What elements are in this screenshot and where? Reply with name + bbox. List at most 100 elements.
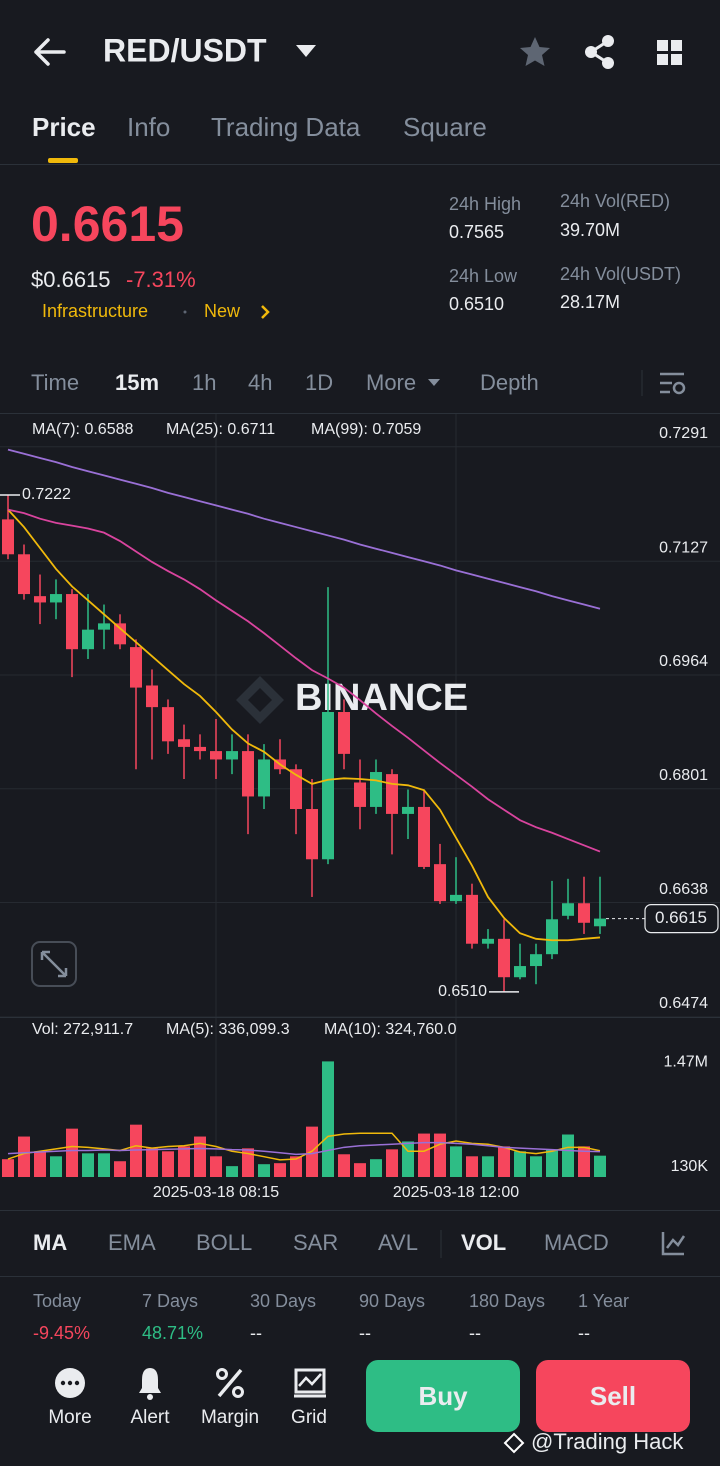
chevron — [261, 305, 270, 319]
period-label: 1 Year — [578, 1291, 629, 1311]
candle-body — [66, 594, 78, 650]
candle-body — [338, 712, 350, 754]
period-value: 48.71% — [142, 1323, 203, 1343]
period-label: 30 Days — [250, 1291, 316, 1311]
y-tick-label: 0.6474 — [659, 995, 708, 1012]
tab[interactable]: Price — [32, 112, 96, 142]
margin-button[interactable]: Margin — [201, 1368, 259, 1429]
volume-bar — [450, 1146, 462, 1177]
tab[interactable]: Square — [403, 112, 487, 142]
volume-bar — [274, 1163, 286, 1177]
candle-body — [530, 954, 542, 967]
layout-button[interactable] — [657, 40, 682, 65]
volume-bar — [258, 1164, 270, 1177]
volume-bar — [18, 1136, 30, 1177]
fullscreen-button[interactable] — [31, 941, 77, 987]
period-value: -- — [578, 1323, 590, 1343]
candle-body — [306, 809, 318, 860]
volume-bar — [562, 1134, 574, 1177]
last-price: 0.6615 — [31, 196, 184, 252]
volume-bar — [178, 1146, 190, 1177]
indicator[interactable]: VOL — [461, 1230, 506, 1255]
period-label: Today — [33, 1291, 81, 1311]
indicator[interactable]: EMA — [108, 1230, 156, 1255]
candle-body — [258, 759, 270, 797]
candle-body — [130, 647, 142, 688]
chart-watermark: BINANCE — [295, 677, 468, 719]
candle-body — [210, 751, 222, 760]
volume-bar — [338, 1154, 350, 1177]
volume-bar — [146, 1148, 158, 1177]
candle-body — [162, 707, 174, 742]
candle-body — [482, 938, 494, 944]
tab[interactable]: Info — [127, 112, 170, 142]
indicator[interactable]: MA — [33, 1230, 67, 1255]
indicator[interactable]: AVL — [378, 1230, 418, 1255]
buy-label: Buy — [418, 1381, 468, 1411]
indicator[interactable]: BOLL — [196, 1230, 252, 1255]
tag[interactable]: Infrastructure — [42, 301, 148, 321]
timeframe[interactable]: Depth — [480, 370, 539, 395]
dot — [183, 310, 187, 314]
timeframe[interactable]: 15m — [115, 370, 159, 395]
candlestick-chart: 0.7291 0.7127 0.6964 0.6801 0.6638 0.6474 2025… — [0, 414, 720, 1201]
indicator[interactable]: MACD — [544, 1230, 609, 1255]
volume-bar — [82, 1153, 94, 1177]
favorite-star[interactable] — [520, 37, 550, 66]
candle-body — [34, 596, 46, 603]
indicator[interactable]: SAR — [293, 1230, 338, 1255]
buy-button[interactable]: Buy — [366, 1360, 520, 1432]
candle-body — [50, 594, 62, 603]
volume-bar — [98, 1153, 110, 1177]
grid-button[interactable]: Grid — [291, 1368, 327, 1428]
candle-body — [322, 712, 334, 860]
candle-body — [194, 746, 206, 752]
period-label: 180 Days — [469, 1291, 545, 1311]
stat-label: 24h Vol(USDT) — [560, 264, 681, 284]
alert-button[interactable]: Alert — [130, 1368, 170, 1428]
price-change: -7.31% — [126, 267, 196, 292]
more-button[interactable]: More — [48, 1368, 92, 1428]
period-label: 90 Days — [359, 1291, 425, 1311]
last-price-tag — [644, 903, 719, 934]
timeframe[interactable]: 4h — [248, 370, 272, 395]
chart-settings[interactable] — [660, 372, 686, 395]
volume-bar — [578, 1146, 590, 1177]
period-value: -9.45% — [33, 1323, 90, 1343]
y-tick-label: 0.7291 — [659, 425, 708, 442]
timeframe[interactable]: 1D — [305, 370, 333, 395]
candle-body — [354, 782, 366, 807]
volume-bar — [290, 1156, 302, 1177]
tag[interactable]: New — [204, 301, 241, 321]
candle-body — [386, 774, 398, 814]
volume-bar — [514, 1151, 526, 1177]
volume-tick-label: 1.47M — [664, 1053, 708, 1070]
volume-bar — [2, 1159, 14, 1177]
pair-dropdown[interactable] — [296, 45, 316, 57]
stat-label: 24h High — [449, 194, 521, 214]
indicator-settings[interactable] — [661, 1232, 686, 1256]
timeframe[interactable]: 1h — [192, 370, 216, 395]
volume-ma-line — [7, 1141, 601, 1156]
y-tick-label: 0.6964 — [659, 653, 708, 670]
volume-ma-legend: MA(5): 336,099.3 — [166, 1021, 290, 1038]
stat-label: 24h Low — [449, 266, 518, 286]
back-button[interactable] — [34, 38, 66, 66]
volume-bar — [322, 1061, 334, 1177]
volume-bar — [402, 1141, 414, 1177]
volume-bar — [50, 1156, 62, 1177]
y-tick-label: 0.6638 — [659, 881, 708, 898]
volume-bar — [210, 1156, 222, 1177]
volume-bar — [66, 1128, 78, 1177]
timeframe[interactable]: More — [366, 370, 416, 395]
share-button[interactable] — [585, 35, 614, 69]
tab[interactable]: Trading Data — [211, 112, 361, 142]
volume-bar — [418, 1133, 430, 1177]
timeframe[interactable]: Time — [31, 370, 79, 395]
candle-body — [18, 554, 30, 595]
candle-body — [466, 894, 478, 944]
volume-bar — [354, 1163, 366, 1177]
sell-button[interactable]: Sell — [536, 1360, 690, 1432]
pair-title[interactable]: RED/USDT — [103, 32, 267, 68]
